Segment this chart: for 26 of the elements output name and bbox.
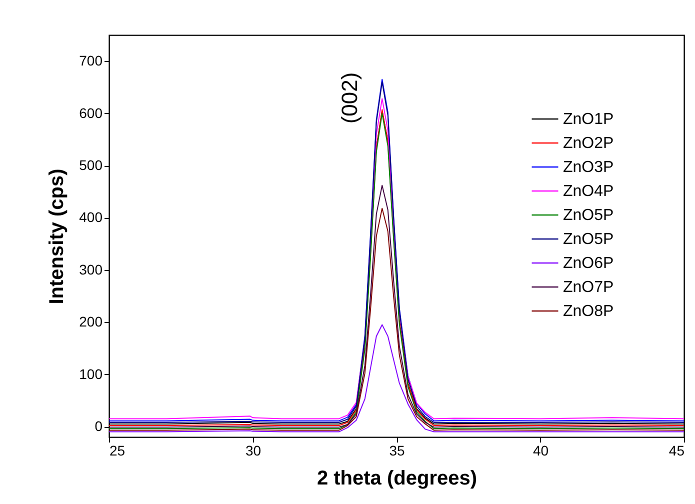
x-tick-label: 40 bbox=[532, 442, 549, 458]
legend-label: ZnO1P bbox=[563, 111, 614, 128]
y-tick-label: 700 bbox=[79, 52, 103, 69]
legend-label: ZnO4P bbox=[563, 183, 614, 200]
legend-label: ZnO2P bbox=[563, 135, 614, 152]
y-tick-label: 300 bbox=[79, 261, 103, 278]
legend-label: ZnO5P bbox=[563, 231, 614, 248]
x-tick-label: 45 bbox=[668, 442, 685, 458]
y-tick-label: 200 bbox=[79, 314, 103, 330]
y-tick-label: 400 bbox=[79, 209, 103, 226]
legend-label: ZnO5P bbox=[563, 207, 614, 224]
annotation: (002) bbox=[337, 72, 362, 124]
y-tick-label: 0 bbox=[94, 418, 103, 434]
x-tick-label: 25 bbox=[110, 442, 126, 458]
line-series bbox=[109, 324, 684, 432]
legend-label: ZnO3P bbox=[563, 159, 614, 176]
y-tick-label: 100 bbox=[79, 366, 103, 382]
y-tick-label: 500 bbox=[79, 157, 103, 174]
y-tick-label: 600 bbox=[79, 104, 103, 121]
x-axis-title: 2 theta (degrees) bbox=[316, 468, 478, 490]
y-axis-title: Intensity (cps) bbox=[46, 168, 68, 304]
x-tick-label: 30 bbox=[245, 442, 262, 458]
legend-label: ZnO8P bbox=[563, 303, 614, 320]
legend-label: ZnO7P bbox=[563, 279, 614, 296]
x-tick-label: 35 bbox=[389, 442, 405, 458]
legend-label: ZnO6P bbox=[563, 255, 614, 272]
